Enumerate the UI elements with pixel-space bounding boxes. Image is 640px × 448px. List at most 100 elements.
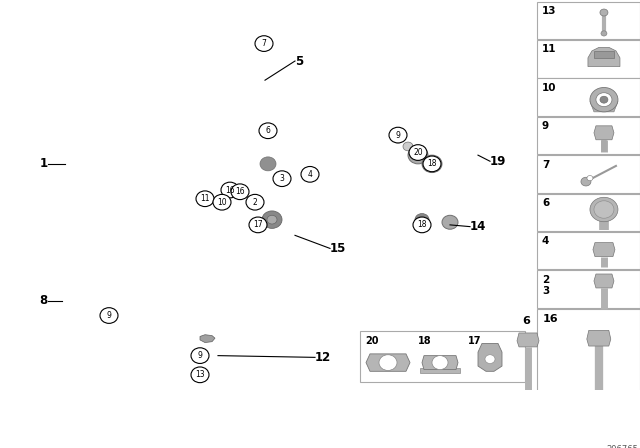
Polygon shape — [590, 101, 618, 112]
Circle shape — [409, 145, 427, 160]
Polygon shape — [366, 354, 410, 371]
Polygon shape — [238, 77, 262, 104]
Bar — [360, 331, 525, 382]
Circle shape — [485, 355, 495, 363]
Bar — [537, 78, 640, 116]
Circle shape — [469, 146, 487, 161]
Circle shape — [191, 348, 209, 363]
Circle shape — [600, 9, 608, 16]
Polygon shape — [88, 52, 118, 113]
Circle shape — [221, 182, 239, 198]
Bar — [537, 270, 640, 308]
Circle shape — [267, 215, 277, 224]
Circle shape — [260, 157, 276, 171]
Text: 13: 13 — [542, 6, 557, 16]
Bar — [537, 117, 640, 154]
Polygon shape — [594, 126, 614, 140]
Circle shape — [587, 176, 593, 181]
Text: 7: 7 — [542, 159, 549, 169]
Circle shape — [253, 151, 283, 177]
Text: 4: 4 — [542, 236, 549, 246]
Polygon shape — [60, 257, 75, 327]
Circle shape — [596, 93, 612, 107]
Circle shape — [249, 217, 267, 233]
Polygon shape — [94, 35, 108, 52]
Polygon shape — [200, 335, 215, 343]
Polygon shape — [593, 243, 615, 257]
Text: 18: 18 — [418, 336, 431, 346]
Text: 5: 5 — [295, 55, 303, 68]
Bar — [594, 51, 614, 58]
Circle shape — [398, 138, 418, 155]
Bar — [537, 309, 640, 405]
Circle shape — [259, 125, 277, 140]
Bar — [0, 0, 530, 391]
Text: 9: 9 — [198, 351, 202, 360]
Circle shape — [196, 191, 214, 207]
Circle shape — [256, 206, 288, 233]
Text: 12: 12 — [315, 351, 332, 364]
Text: 18: 18 — [417, 220, 427, 229]
Text: 16: 16 — [543, 314, 559, 324]
Circle shape — [246, 194, 264, 210]
Circle shape — [301, 167, 319, 182]
Polygon shape — [545, 417, 635, 430]
Text: 2: 2 — [253, 198, 257, 207]
Circle shape — [600, 96, 608, 103]
Circle shape — [392, 133, 404, 143]
Text: 19: 19 — [490, 155, 506, 168]
Circle shape — [389, 127, 407, 143]
Circle shape — [191, 367, 209, 383]
Text: 7: 7 — [262, 39, 266, 48]
Polygon shape — [378, 122, 418, 170]
Circle shape — [264, 129, 272, 136]
Text: 2
3: 2 3 — [542, 275, 549, 296]
Circle shape — [255, 36, 273, 52]
Circle shape — [386, 127, 410, 148]
Text: 1: 1 — [40, 157, 48, 170]
Polygon shape — [420, 214, 448, 231]
Circle shape — [63, 257, 73, 266]
Circle shape — [117, 297, 153, 328]
Text: 11: 11 — [200, 194, 210, 203]
Circle shape — [273, 171, 291, 186]
Circle shape — [280, 314, 290, 323]
Bar — [537, 40, 640, 78]
Circle shape — [63, 305, 73, 314]
Circle shape — [259, 123, 277, 138]
Bar — [537, 232, 640, 269]
Polygon shape — [588, 47, 620, 67]
Text: 20: 20 — [413, 148, 423, 157]
Circle shape — [601, 31, 607, 36]
Bar — [537, 406, 640, 437]
Circle shape — [422, 155, 442, 172]
Bar — [537, 155, 640, 193]
Circle shape — [581, 177, 591, 186]
Bar — [537, 194, 640, 231]
Polygon shape — [65, 112, 80, 196]
Circle shape — [213, 194, 231, 210]
Text: 14: 14 — [470, 220, 486, 233]
Circle shape — [95, 337, 105, 346]
Text: 20: 20 — [365, 336, 378, 346]
Circle shape — [379, 355, 397, 370]
Polygon shape — [517, 333, 539, 347]
Circle shape — [594, 201, 614, 218]
Text: 16: 16 — [235, 187, 245, 196]
Text: 3: 3 — [280, 174, 284, 183]
Polygon shape — [594, 274, 614, 288]
Polygon shape — [60, 253, 300, 345]
Text: 11: 11 — [542, 44, 557, 55]
Text: 9: 9 — [396, 131, 401, 140]
Text: 8: 8 — [40, 294, 48, 307]
Circle shape — [100, 308, 118, 323]
Circle shape — [590, 197, 618, 222]
Circle shape — [442, 215, 458, 229]
Text: 18: 18 — [428, 159, 436, 168]
Text: 17: 17 — [253, 220, 263, 229]
Text: 16: 16 — [225, 185, 235, 194]
Text: 10: 10 — [217, 198, 227, 207]
Polygon shape — [420, 368, 460, 373]
Polygon shape — [252, 35, 288, 98]
Circle shape — [262, 211, 282, 228]
